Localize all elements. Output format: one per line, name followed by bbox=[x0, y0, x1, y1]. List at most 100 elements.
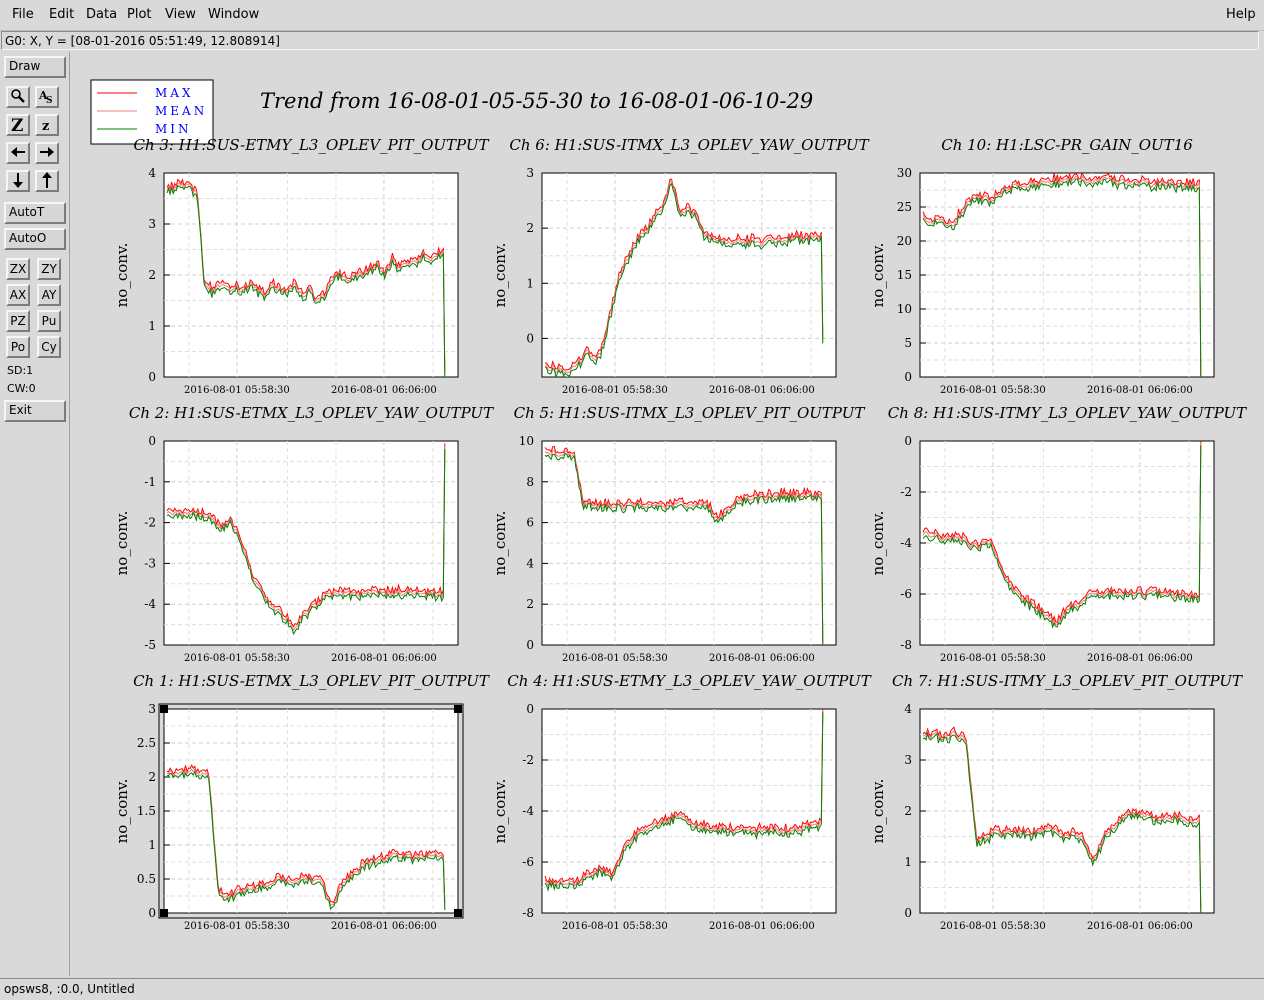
panel-title: Ch 8: H1:SUS-ITMY_L3_OPLEV_YAW_OUTPUT bbox=[888, 404, 1247, 422]
panel-title: Ch 6: H1:SUS-ITMX_L3_OPLEV_YAW_OUTPUT bbox=[509, 136, 869, 154]
zoom-in-button[interactable]: z bbox=[35, 114, 59, 136]
pz-button[interactable]: PZ bbox=[6, 310, 30, 332]
y-tick-label: -3 bbox=[144, 556, 156, 570]
y-tick-label: 20 bbox=[897, 234, 912, 248]
menu-plot[interactable]: Plot bbox=[127, 7, 152, 22]
ay-button[interactable]: AY bbox=[37, 284, 61, 306]
x-tick-label: 2016-08-01 05:58:30 bbox=[940, 653, 1046, 664]
panel-title: Ch 5: H1:SUS-ITMX_L3_OPLEV_PIT_OUTPUT bbox=[514, 404, 866, 422]
ax-button[interactable]: AX bbox=[6, 284, 30, 306]
svg-text:S: S bbox=[46, 96, 53, 104]
selection-handle[interactable] bbox=[160, 909, 168, 917]
menu-file[interactable]: File bbox=[12, 7, 34, 22]
y-tick-label: 25 bbox=[897, 200, 912, 214]
panel-1[interactable]: Ch 3: H1:SUS-ETMY_L3_OPLEV_PIT_OUTPUT 0 1 2… bbox=[113, 136, 490, 396]
y-axis-label: no_conv. bbox=[869, 511, 887, 576]
menu-edit[interactable]: Edit bbox=[49, 7, 75, 22]
panel-title: Ch 1: H1:SUS-ETMX_L3_OPLEV_PIT_OUTPUT bbox=[133, 672, 490, 690]
series-max-line bbox=[922, 171, 1202, 377]
menu-view[interactable]: View bbox=[165, 7, 196, 22]
y-tick-label: 3 bbox=[148, 217, 156, 231]
cy-button[interactable]: Cy bbox=[37, 336, 61, 358]
panel-4[interactable]: Ch 2: H1:SUS-ETMX_L3_OPLEV_YAW_OUTPUT -5 -… bbox=[113, 404, 494, 664]
x-tick-label: 2016-08-01 05:58:30 bbox=[562, 385, 668, 396]
series-min-line bbox=[166, 184, 446, 377]
series-mean-line bbox=[544, 710, 824, 888]
x-tick-label: 2016-08-01 06:06:00 bbox=[709, 921, 815, 932]
y-tick-label: -2 bbox=[900, 485, 912, 499]
menu-data[interactable]: Data bbox=[86, 7, 118, 22]
selection-handle[interactable] bbox=[454, 705, 462, 713]
po-button[interactable]: Po bbox=[6, 336, 30, 358]
chart-title: Trend from 16-08-01-05-55-30 to 16-08-01… bbox=[260, 89, 813, 113]
y-tick-label: 4 bbox=[904, 702, 912, 716]
sd-readout: SD:1 bbox=[7, 364, 34, 377]
legend-box bbox=[90, 79, 214, 145]
zx-button[interactable]: ZX bbox=[6, 258, 30, 280]
x-tick-label: 2016-08-01 05:58:30 bbox=[184, 385, 290, 396]
magnify-tool-button[interactable] bbox=[6, 86, 30, 108]
menu-help[interactable]: Help bbox=[1226, 7, 1256, 22]
autoo-button[interactable]: AutoO bbox=[4, 228, 66, 250]
y-tick-label: 30 bbox=[897, 166, 912, 180]
arrow-up-icon bbox=[42, 172, 52, 188]
y-tick-label: 0.5 bbox=[137, 872, 156, 886]
panel-5[interactable]: Ch 5: H1:SUS-ITMX_L3_OPLEV_PIT_OUTPUT 0 2 4… bbox=[491, 404, 865, 664]
exit-button[interactable]: Exit bbox=[4, 400, 66, 422]
y-tick-label: 10 bbox=[897, 302, 912, 316]
cw-readout: CW:0 bbox=[7, 382, 36, 395]
panel-6[interactable]: Ch 8: H1:SUS-ITMY_L3_OPLEV_YAW_OUTPUT -8 -… bbox=[869, 404, 1247, 664]
series-mean-line bbox=[166, 181, 446, 375]
pu-button[interactable]: Pu bbox=[37, 310, 61, 332]
series-mean-line bbox=[922, 174, 1202, 378]
plot-area bbox=[541, 172, 837, 378]
y-tick-label: 0 bbox=[526, 638, 534, 652]
legend: MAX MEAN MIN bbox=[90, 79, 214, 145]
pan-down-button[interactable] bbox=[6, 170, 30, 192]
status-bar: opsws8, :0.0, Untitled bbox=[0, 978, 1264, 1000]
selection-handle[interactable] bbox=[454, 909, 462, 917]
draw-button[interactable]: Draw bbox=[4, 56, 66, 78]
pan-right-button[interactable] bbox=[35, 142, 59, 164]
panel-2[interactable]: Ch 6: H1:SUS-ITMX_L3_OPLEV_YAW_OUTPUT 0 1 2… bbox=[491, 136, 870, 396]
legend-max-label: MAX bbox=[155, 86, 194, 100]
zy-button[interactable]: ZY bbox=[37, 258, 61, 280]
series-max-line bbox=[922, 440, 1202, 623]
y-tick-label: 8 bbox=[526, 475, 534, 489]
panel-3[interactable]: Ch 10: H1:LSC-PR_GAIN_OUT16 0 5 10 15 20 25 30 2… bbox=[869, 136, 1215, 396]
panel-7[interactable]: Ch 1: H1:SUS-ETMX_L3_OPLEV_PIT_OUTPUT 0 0.… bbox=[113, 672, 490, 932]
y-tick-label: -6 bbox=[522, 855, 534, 869]
y-tick-label: 6 bbox=[526, 516, 534, 530]
panel-8[interactable]: Ch 4: H1:SUS-ETMY_L3_OPLEV_YAW_OUTPUT -8 -… bbox=[491, 672, 872, 932]
y-tick-label: 3 bbox=[904, 753, 912, 767]
y-tick-label: 5 bbox=[904, 336, 912, 350]
magnifier-icon bbox=[11, 89, 25, 103]
y-tick-label: 4 bbox=[526, 556, 534, 570]
panel-9[interactable]: Ch 7: H1:SUS-ITMY_L3_OPLEV_PIT_OUTPUT 0 1 2… bbox=[869, 672, 1243, 932]
series-max-line bbox=[166, 443, 446, 628]
series-min-line bbox=[922, 731, 1202, 914]
x-tick-label: 2016-08-01 06:06:00 bbox=[1087, 385, 1193, 396]
panel-title: Ch 2: H1:SUS-ETMX_L3_OPLEV_YAW_OUTPUT bbox=[129, 404, 494, 422]
y-tick-label: 2 bbox=[148, 268, 156, 282]
series-min-line bbox=[544, 712, 824, 892]
menu-window[interactable]: Window bbox=[208, 7, 260, 22]
autot-button[interactable]: AutoT bbox=[4, 202, 66, 224]
pan-left-button[interactable] bbox=[6, 142, 30, 164]
y-tick-label: 0 bbox=[526, 702, 534, 716]
y-tick-label: 2 bbox=[904, 804, 912, 818]
x-tick-label: 2016-08-01 06:06:00 bbox=[331, 385, 437, 396]
y-tick-label: -1 bbox=[144, 475, 156, 489]
x-tick-label: 2016-08-01 06:06:00 bbox=[331, 921, 437, 932]
y-tick-label: 2 bbox=[148, 770, 156, 784]
y-tick-label: -2 bbox=[144, 516, 156, 530]
series-max-line bbox=[544, 708, 824, 885]
zoom-out-button[interactable]: Z bbox=[6, 114, 30, 136]
plot-canvas[interactable]: MAX MEAN MIN Trend from 16-08-01-05-55-3… bbox=[70, 52, 1264, 976]
selection-handle[interactable] bbox=[160, 705, 168, 713]
zoom-large-z-icon: Z bbox=[11, 116, 23, 136]
panel-title: Ch 3: H1:SUS-ETMY_L3_OPLEV_PIT_OUTPUT bbox=[133, 136, 489, 154]
coordinate-readout: G0: X, Y = [08-01-2016 05:51:49, 12.8089… bbox=[1, 31, 1259, 50]
pan-up-button[interactable] bbox=[35, 170, 59, 192]
